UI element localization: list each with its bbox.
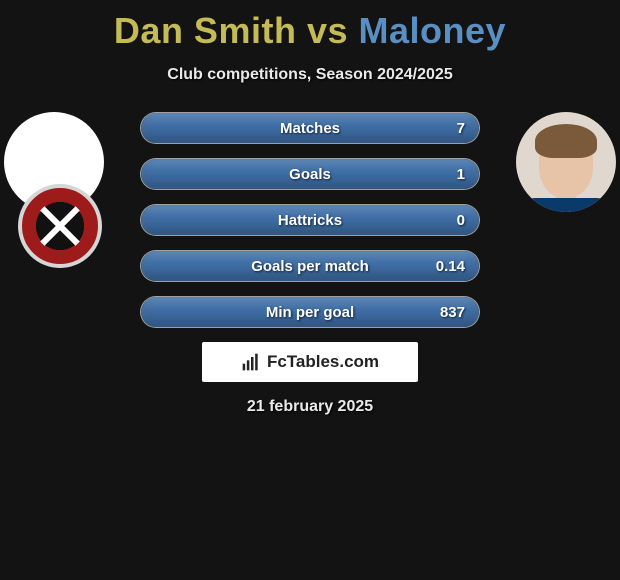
stat-label: Hattricks [141, 205, 479, 235]
stat-value-right: 837 [440, 297, 465, 327]
stat-bars: Matches 7 Goals 1 Hattricks 0 Goals per … [140, 112, 480, 328]
stat-value-right: 0.14 [436, 251, 465, 281]
stat-bar: Min per goal 837 [140, 296, 480, 328]
stat-value-right: 1 [457, 159, 465, 189]
player2-name: Maloney [359, 10, 507, 51]
player1-club-badge [18, 184, 102, 268]
subtitle: Club competitions, Season 2024/2025 [0, 66, 620, 84]
stat-value-right: 0 [457, 205, 465, 235]
player2-face-icon [516, 112, 616, 212]
stat-label: Goals [141, 159, 479, 189]
stat-bar: Hattricks 0 [140, 204, 480, 236]
page-title: Dan Smith vs Maloney [0, 0, 620, 52]
brand-text: FcTables.com [267, 352, 379, 372]
stat-label: Min per goal [141, 297, 479, 327]
player1-name: Dan Smith [114, 10, 297, 51]
vs-text: vs [307, 10, 348, 51]
brand-badge: FcTables.com [202, 342, 418, 382]
stat-label: Matches [141, 113, 479, 143]
stat-value-right: 7 [457, 113, 465, 143]
player2-avatar [516, 112, 616, 212]
stat-bar: Goals 1 [140, 158, 480, 190]
stat-bar: Matches 7 [140, 112, 480, 144]
stat-label: Goals per match [141, 251, 479, 281]
chart-icon [241, 352, 261, 372]
date-text: 21 february 2025 [0, 398, 620, 416]
comparison-stage: Matches 7 Goals 1 Hattricks 0 Goals per … [0, 112, 620, 452]
stat-bar: Goals per match 0.14 [140, 250, 480, 282]
